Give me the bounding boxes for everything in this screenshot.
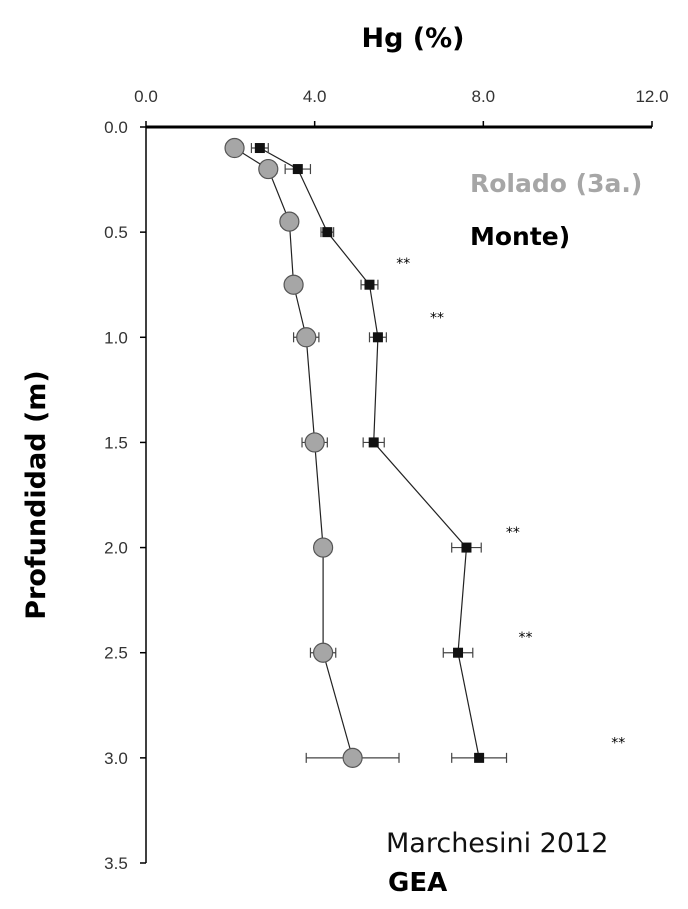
y-tick-label: 0.0 <box>104 118 128 137</box>
x-tick-label: 4.0 <box>303 87 327 106</box>
annotations: ** ** ** ** ** <box>396 256 625 751</box>
credit-organization: GEA <box>388 868 448 898</box>
y-tick-label: 2.5 <box>104 644 128 663</box>
tick-labels: 0.0 4.0 8.0 12.0 0.0 0.5 1.0 1.5 2.0 2.5 3.0 3.5 <box>104 87 668 873</box>
data-point-circle <box>224 137 245 159</box>
data-point-circle <box>283 274 304 295</box>
data-point-square <box>254 143 265 154</box>
significance-marker: ** <box>506 525 520 541</box>
x-tick-label: 8.0 <box>472 87 496 106</box>
data-point-square <box>372 332 383 343</box>
data-point-square <box>453 647 464 658</box>
data-point-square <box>368 437 379 448</box>
series-monte <box>250 143 508 763</box>
y-tick-label: 1.5 <box>104 433 128 452</box>
x-tick-label: 0.0 <box>134 87 158 106</box>
significance-marker: ** <box>519 630 533 646</box>
data-point-circle <box>313 537 334 558</box>
data-point-circle <box>313 642 334 663</box>
x-axis-title: Hg (%) <box>361 23 464 54</box>
data-point-square <box>364 279 375 290</box>
legend-monte: Monte) <box>470 222 570 251</box>
significance-marker: ** <box>430 311 444 327</box>
y-tick-label: 3.0 <box>104 749 128 768</box>
data-point-circle <box>258 158 279 180</box>
data-point-circle <box>304 432 325 453</box>
series-line <box>259 147 480 758</box>
data-point-circle <box>279 211 300 232</box>
data-point-circle <box>296 327 317 348</box>
data-point-square <box>322 227 333 238</box>
data-point-square <box>474 752 485 763</box>
significance-marker: ** <box>396 256 410 272</box>
x-tick-label: 12.0 <box>635 87 668 106</box>
credit-author: Marchesini 2012 <box>386 828 609 859</box>
series-rolado <box>224 137 400 768</box>
y-axis-title: Profundidad (m) <box>21 370 52 620</box>
series-line <box>234 147 354 759</box>
legend: Rolado (3a.) Monte) <box>470 169 642 251</box>
significance-marker: ** <box>611 735 625 751</box>
y-tick-label: 2.0 <box>104 539 128 558</box>
data-point-square <box>461 542 472 553</box>
series-layer <box>224 137 508 768</box>
y-tick-label: 3.5 <box>104 854 128 873</box>
axes <box>140 121 653 864</box>
y-tick-label: 0.5 <box>104 223 128 242</box>
y-tick-label: 1.0 <box>104 328 128 347</box>
legend-rolado: Rolado (3a.) <box>470 169 642 198</box>
data-point-circle <box>342 747 363 768</box>
data-point-square <box>292 164 303 175</box>
